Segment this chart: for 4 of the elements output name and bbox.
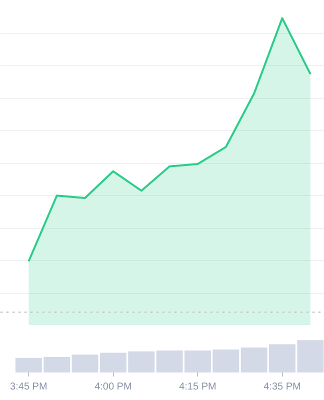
x-tick-label: 4:35 PM — [264, 382, 301, 392]
x-tick-label: 4:00 PM — [94, 382, 132, 392]
x-tick-label: 3:45 PM — [10, 382, 48, 392]
x-tick-label: 4:15 PM — [179, 382, 216, 392]
